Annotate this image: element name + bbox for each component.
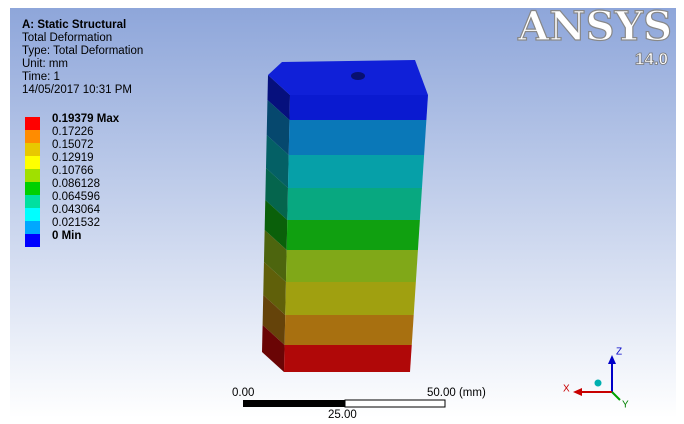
front-band: [286, 250, 418, 282]
front-band: [287, 188, 422, 220]
front-band: [289, 95, 428, 120]
scale-black: [243, 400, 345, 407]
page: {"header":{"lines":["A: Static Structura…: [0, 0, 684, 424]
scale-end: 50.00 (mm): [427, 387, 486, 399]
scale-white: [345, 400, 445, 407]
z-label: Z: [616, 347, 622, 358]
front-band: [288, 155, 424, 188]
legend-label: 0.12919: [52, 152, 94, 164]
y-label: Y: [622, 400, 629, 411]
header-line: Unit: mm: [22, 58, 68, 70]
legend-swatch: [25, 169, 40, 182]
header-line: Type: Total Deformation: [22, 45, 143, 57]
legend-label: 0.021532: [52, 217, 100, 229]
hole: [351, 72, 365, 80]
legend-label: 0.10766: [52, 165, 94, 177]
legend-swatch: [25, 234, 40, 247]
front-band: [284, 345, 412, 372]
legend-label: 0.086128: [52, 178, 100, 190]
logo: ANSYS: [517, 3, 672, 50]
legend-swatch: [25, 182, 40, 195]
legend-label: 0.17226: [52, 126, 94, 138]
x-label: X: [563, 384, 570, 395]
front-band: [289, 120, 427, 155]
legend-label: 0.15072: [52, 139, 94, 151]
origin-dot: [595, 380, 602, 387]
legend-swatch: [25, 117, 40, 130]
legend-label: 0.19379 Max: [52, 113, 120, 125]
front-band: [287, 220, 420, 250]
viewport: A: Static StructuralTotal DeformationTyp…: [0, 0, 684, 424]
header-line: Total Deformation: [22, 32, 112, 44]
front-band: [285, 282, 416, 315]
scale-mid: 25.00: [328, 409, 357, 421]
version: 14.0: [635, 49, 668, 68]
header-line: A: Static Structural: [22, 19, 126, 31]
header-line: 14/05/2017 10:31 PM: [22, 84, 132, 96]
header-line: Time: 1: [22, 71, 60, 83]
legend-swatch: [25, 208, 40, 221]
legend-swatch: [25, 130, 40, 143]
model: [262, 60, 428, 372]
legend-swatch: [25, 143, 40, 156]
top-face: [268, 60, 428, 95]
legend-swatch: [25, 156, 40, 169]
legend-swatch: [25, 195, 40, 208]
legend-label: 0.043064: [52, 204, 101, 216]
legend-label: 0.064596: [52, 191, 100, 203]
scale-start: 0.00: [232, 387, 254, 399]
front-band: [285, 315, 414, 345]
legend-label: 0 Min: [52, 230, 81, 242]
legend-swatch: [25, 221, 40, 234]
